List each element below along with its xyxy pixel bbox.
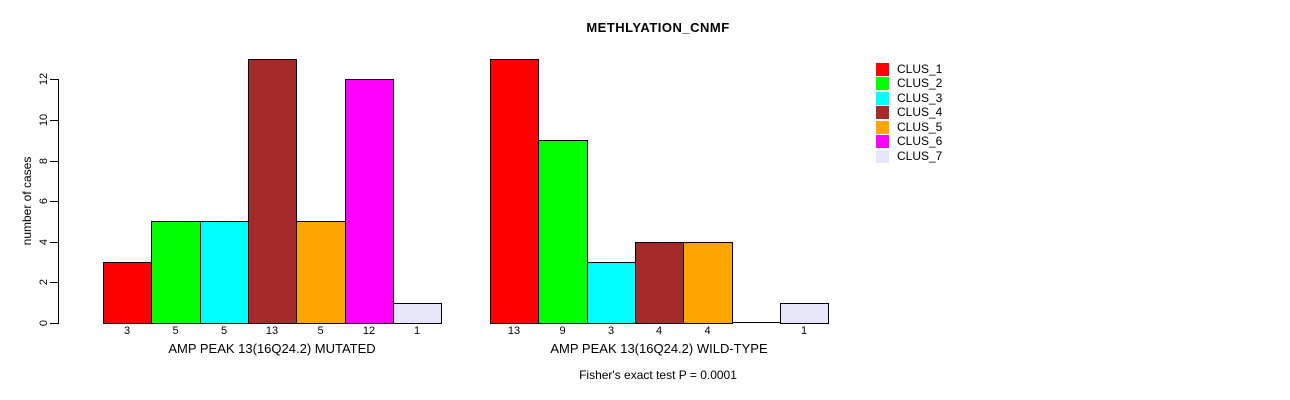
y-tick-mark (50, 242, 58, 243)
legend-item-clus_7: CLUS_7 (876, 150, 942, 163)
fisher-test-annotation: Fisher's exact test P = 0.0001 (579, 368, 737, 382)
y-tick-mark (50, 323, 58, 324)
bar-group2-clus_2 (538, 140, 588, 324)
legend-label: CLUS_3 (897, 91, 943, 105)
bar-group2-clus_5 (683, 242, 733, 324)
y-tick-mark (50, 282, 58, 283)
bar-value-label: 4 (655, 325, 663, 337)
y-axis-line (58, 79, 59, 324)
legend-swatch (876, 150, 889, 163)
y-tick-mark (50, 161, 58, 162)
y-tick-label: 12 (38, 72, 50, 86)
legend-item-clus_6: CLUS_6 (876, 135, 942, 148)
legend-swatch (876, 92, 889, 105)
x-axis-group-label-mutated: AMP PEAK 13(16Q24.2) MUTATED (168, 341, 376, 356)
legend-label: CLUS_2 (897, 76, 943, 90)
y-tick-label: 10 (38, 113, 50, 127)
legend-label: CLUS_4 (897, 105, 943, 119)
y-tick-label: 4 (38, 238, 50, 246)
legend-item-clus_2: CLUS_2 (876, 77, 942, 90)
legend-swatch (876, 106, 889, 119)
bar-value-label: 5 (220, 325, 228, 337)
bar-value-label: 13 (507, 325, 521, 337)
bar-group1-clus_6 (345, 79, 394, 324)
y-tick-label: 0 (38, 319, 50, 327)
y-tick-mark (50, 201, 58, 202)
y-tick-label: 2 (38, 278, 50, 286)
bar-group2-clus_1 (490, 59, 539, 324)
legend-item-clus_3: CLUS_3 (876, 92, 942, 105)
bar-value-label: 5 (172, 325, 179, 337)
legend-swatch (876, 121, 889, 134)
legend-label: CLUS_7 (897, 149, 943, 163)
bar-value-label: 5 (317, 325, 324, 337)
y-axis-label: number of cases (20, 156, 34, 246)
bar-value-label: 1 (800, 325, 808, 337)
y-tick-label: 6 (38, 197, 50, 205)
bar-group1-clus_5 (296, 221, 346, 324)
legend-label: CLUS_5 (897, 120, 943, 134)
bar-group1-clus_4 (248, 59, 297, 324)
bar-group1-clus_1 (103, 262, 152, 324)
legend-swatch (876, 135, 889, 148)
y-tick-mark (50, 79, 58, 80)
legend-item-clus_1: CLUS_1 (876, 63, 942, 76)
bar-value-label: 1 (413, 325, 421, 337)
y-tick-mark (50, 120, 58, 121)
legend-item-clus_5: CLUS_5 (876, 121, 942, 134)
bar-value-label: 4 (704, 325, 711, 337)
y-tick-label: 8 (38, 157, 50, 165)
bar-value-label: 3 (607, 325, 615, 337)
bar-group2-clus_4 (635, 242, 684, 324)
legend-label: CLUS_1 (897, 62, 943, 76)
bar-group1-clus_3 (200, 221, 249, 324)
legend-swatch (876, 63, 889, 76)
bar-value-label: 9 (559, 325, 566, 337)
legend-swatch (876, 77, 889, 90)
bar-group2-clus_6-zero (732, 322, 781, 323)
bar-value-label: 3 (123, 325, 131, 337)
bar-group2-clus_3 (587, 262, 636, 324)
legend-label: CLUS_6 (897, 134, 943, 148)
bar-group1-clus_2 (151, 221, 201, 324)
bar-group2-clus_7 (780, 303, 829, 324)
bar-group1-clus_7 (393, 303, 442, 324)
bar-value-label: 12 (362, 325, 376, 337)
x-axis-group-label-wild-type: AMP PEAK 13(16Q24.2) WILD-TYPE (550, 341, 768, 356)
bar-value-label: 13 (265, 325, 279, 337)
legend-item-clus_4: CLUS_4 (876, 106, 942, 119)
chart-title: METHLYATION_CNMF (586, 20, 730, 35)
